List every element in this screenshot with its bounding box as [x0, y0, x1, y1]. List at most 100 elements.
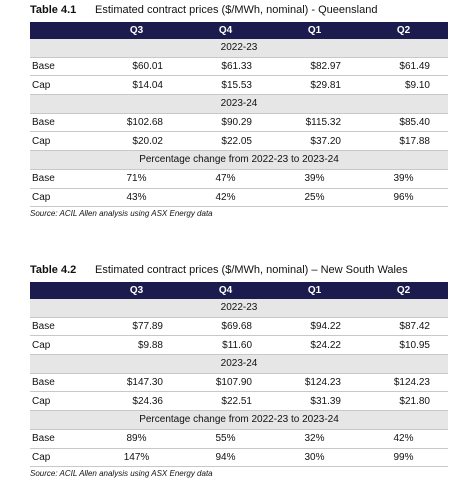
cell-value: $90.29	[221, 117, 252, 129]
row-label: Base	[32, 377, 55, 389]
table-title: Table 4.1 Estimated contract prices ($/MW…	[30, 2, 448, 18]
cell-value: $85.40	[399, 117, 430, 129]
data-row: Cap $14.04 $15.53 $29.81 $9.10	[30, 76, 448, 96]
source-note: Source: ACIL Allen analysis using ASX En…	[30, 469, 213, 479]
cell-value: $15.53	[221, 79, 252, 91]
cell-value: $31.39	[310, 395, 341, 407]
column-header: Q2	[396, 25, 411, 36]
section-row: 2022-23	[30, 299, 448, 318]
row-label: Cap	[32, 395, 51, 407]
row-label: Base	[32, 321, 55, 333]
column-header: Q4	[218, 285, 233, 296]
cell-value: $102.68	[126, 117, 163, 129]
column-header: Q3	[129, 285, 144, 296]
section-heading: 2022-23	[220, 302, 258, 314]
cell-value: $69.68	[221, 321, 252, 333]
column-header: Q2	[396, 285, 411, 296]
data-row: Base 71% 47% 39% 39%	[30, 170, 448, 189]
cell-value: 39%	[393, 173, 414, 185]
data-row: Base $102.68 $90.29 $115.32 $85.40	[30, 114, 448, 133]
cell-value: $37.20	[310, 135, 341, 147]
table-caption: Estimated contract prices ($/MWh, nomina…	[95, 264, 408, 276]
cell-value: 147%	[123, 451, 150, 463]
table-block: Table 4.1 Estimated contract prices ($/MW…	[30, 2, 448, 218]
section-row: Percentage change from 2022-23 to 2023-2…	[30, 151, 448, 170]
cell-value: $61.49	[399, 61, 430, 73]
cell-value: $24.22	[310, 339, 341, 351]
header-row: Q3 Q4 Q1 Q2	[30, 22, 448, 39]
cell-value: 89%	[126, 433, 147, 445]
cell-value: $22.51	[221, 395, 252, 407]
section-heading: 2023-24	[220, 98, 258, 110]
cell-value: 96%	[393, 191, 414, 203]
cell-value: $77.89	[132, 321, 163, 333]
cell-value: 55%	[215, 433, 236, 445]
section-row: Percentage change from 2022-23 to 2023-2…	[30, 411, 448, 430]
cell-value: $60.01	[132, 61, 163, 73]
cell-value: 25%	[304, 191, 325, 203]
data-row: Cap $24.36 $22.51 $31.39 $21.80	[30, 392, 448, 412]
cell-value: $9.88	[137, 339, 163, 351]
column-header: Q1	[307, 285, 322, 296]
cell-value: $61.33	[221, 61, 252, 73]
cell-value: $22.05	[221, 135, 252, 147]
cell-value: 71%	[126, 173, 147, 185]
cell-value: 94%	[215, 451, 236, 463]
data-row: Cap 43% 42% 25% 96%	[30, 189, 448, 208]
section-heading: 2022-23	[220, 42, 258, 54]
data-row: Cap $20.02 $22.05 $37.20 $17.88	[30, 132, 448, 152]
cell-value: $115.32	[305, 117, 341, 129]
row-label: Cap	[32, 339, 51, 351]
section-row: 2023-24	[30, 95, 448, 114]
section-heading: Percentage change from 2022-23 to 2023-2…	[139, 414, 339, 426]
row-label: Cap	[32, 135, 51, 147]
cell-value: $10.95	[399, 339, 430, 351]
cell-value: $21.80	[399, 395, 430, 407]
cell-value: 42%	[393, 433, 414, 445]
cell-value: 30%	[304, 451, 325, 463]
row-label: Base	[32, 433, 55, 445]
cell-value: $107.90	[215, 377, 252, 389]
cell-value: $87.42	[399, 321, 430, 333]
cell-value: $14.04	[132, 79, 163, 91]
column-header: Q3	[129, 25, 144, 36]
cell-value: $124.23	[393, 377, 430, 389]
cell-value: $82.97	[310, 61, 341, 73]
section-row: 2022-23	[30, 39, 448, 58]
data-row: Base 89% 55% 32% 42%	[30, 430, 448, 449]
cell-value: $24.36	[132, 395, 163, 407]
row-label: Cap	[32, 79, 51, 91]
row-label: Base	[32, 117, 55, 129]
cell-value: 42%	[215, 191, 236, 203]
data-row: Cap $9.88 $11.60 $24.22 $10.95	[30, 336, 448, 356]
section-heading: 2023-24	[220, 358, 258, 370]
table-caption: Estimated contract prices ($/MWh, nomina…	[95, 4, 378, 16]
table-block: Table 4.2 Estimated contract prices ($/MW…	[30, 262, 448, 478]
column-header: Q4	[218, 25, 233, 36]
table-title: Table 4.2 Estimated contract prices ($/MW…	[30, 262, 448, 278]
cell-value: $20.02	[132, 135, 163, 147]
section-heading: Percentage change from 2022-23 to 2023-2…	[139, 154, 339, 166]
source-note: Source: ACIL Allen analysis using ASX En…	[30, 209, 213, 219]
table-number: Table 4.2	[30, 264, 77, 276]
cell-value: $11.60	[222, 339, 252, 351]
cell-value: $124.23	[304, 377, 341, 389]
row-label: Base	[32, 173, 55, 185]
column-header: Q1	[307, 25, 322, 36]
cell-value: 99%	[393, 451, 414, 463]
cell-value: $29.81	[310, 79, 341, 91]
section-row: 2023-24	[30, 355, 448, 374]
cell-value: $94.22	[310, 321, 341, 333]
data-row: Base $147.30 $107.90 $124.23 $124.23	[30, 374, 448, 393]
cell-value: 47%	[215, 173, 236, 185]
cell-value: 39%	[304, 173, 325, 185]
cell-value: $147.30	[126, 377, 163, 389]
data-row: Base $60.01 $61.33 $82.97 $61.49	[30, 58, 448, 77]
row-label: Base	[32, 61, 55, 73]
header-row: Q3 Q4 Q1 Q2	[30, 282, 448, 299]
data-row: Cap 147% 94% 30% 99%	[30, 449, 448, 468]
cell-value: $17.88	[399, 135, 430, 147]
row-label: Cap	[32, 451, 51, 463]
cell-value: $9.10	[404, 79, 430, 91]
